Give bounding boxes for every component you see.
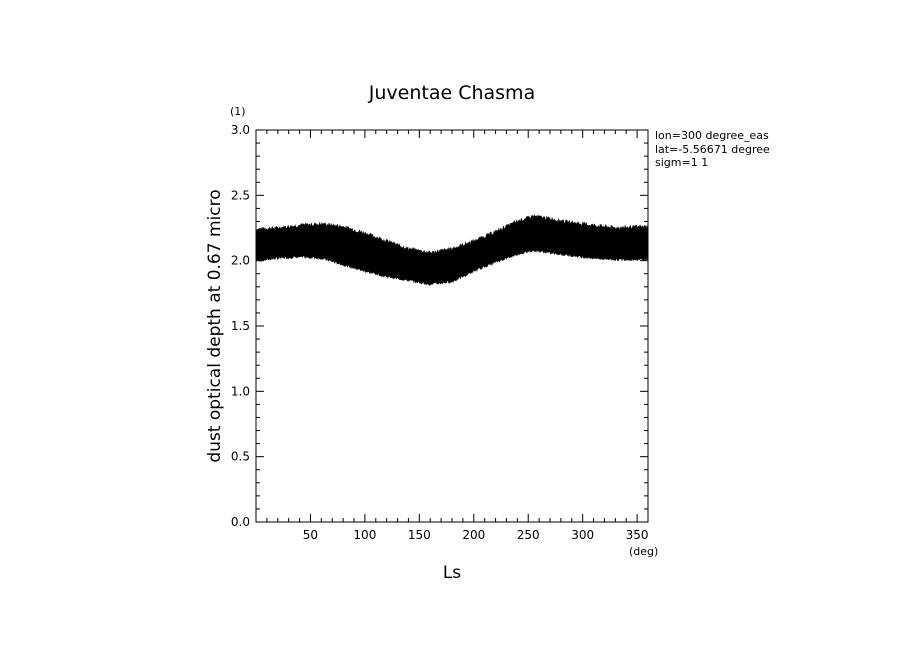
x-tick-label: 100 <box>353 528 376 542</box>
x-unit-label: (deg) <box>629 545 658 558</box>
y-tick-label: 1.0 <box>231 384 250 398</box>
plot-frame <box>255 129 649 523</box>
y-tick-label: 1.5 <box>231 319 250 333</box>
y-unit-label: (1) <box>230 105 246 118</box>
y-tick-label: 0.5 <box>231 450 250 464</box>
x-tick-label: 200 <box>462 528 485 542</box>
data-layer <box>255 213 649 286</box>
y-tick-label: 2.5 <box>231 188 250 202</box>
x-tick-label: 350 <box>626 528 649 542</box>
annotation-lon: lon=300 degree_eas <box>655 129 769 142</box>
axis-layer: 50 100 150 200 250 300 350 0.0 0.5 1.0 1.5 2.0 2.5 3.… <box>231 123 649 542</box>
x-tick-label: 50 <box>303 528 318 542</box>
x-tick-label: 250 <box>517 528 540 542</box>
y-tick-label: 3.0 <box>231 123 250 137</box>
side-panel-mask <box>781 128 801 172</box>
x-tick-label: 300 <box>571 528 594 542</box>
series-band-0 <box>255 213 649 286</box>
y-tick-label: 2.0 <box>231 254 250 268</box>
y-tick-label: 0.0 <box>231 515 250 529</box>
annotation-lat: lat=-5.56671 degree <box>655 143 770 156</box>
x-axis-label: Ls <box>443 563 461 583</box>
x-tick-label: 150 <box>408 528 431 542</box>
chart-title: Juventae Chasma <box>368 82 535 104</box>
y-axis-label: dust optical depth at 0.67 micro <box>205 189 225 462</box>
annotation-sigm: sigm=1 1 <box>655 156 708 169</box>
